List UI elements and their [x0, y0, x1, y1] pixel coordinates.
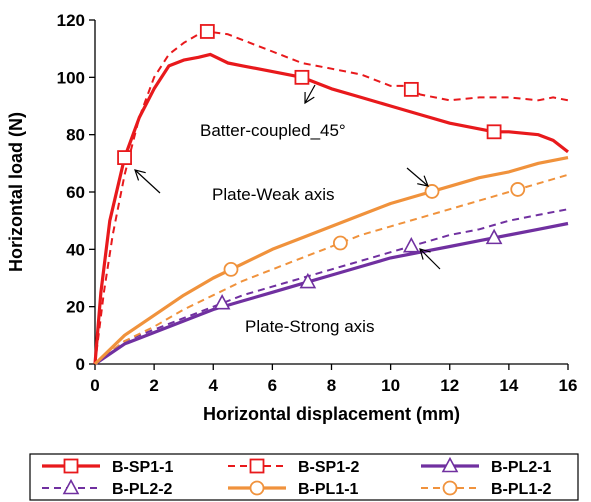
legend-swatch-marker	[442, 480, 458, 496]
series-line-b-pl1-2	[94, 173, 569, 365]
x-tick-label: 12	[440, 376, 459, 395]
legend-label: B-SP1-2	[298, 459, 359, 476]
x-tick-label: 2	[149, 376, 158, 395]
arrow-shaft	[304, 84, 316, 104]
series-line-b-pl2-1	[94, 221, 569, 366]
y-tick-label: 20	[66, 298, 85, 317]
legend-swatch-marker	[62, 478, 80, 495]
series-marker-b-pl2-2	[402, 236, 420, 253]
x-tick-label: 8	[327, 376, 336, 395]
legend-swatch-marker	[441, 456, 459, 473]
y-tick-label: 40	[66, 240, 85, 259]
series-marker-b-pl1-2	[510, 182, 526, 197]
series-marker-b-pl2-2	[213, 294, 231, 310]
legend-label: B-PL2-1	[491, 459, 552, 476]
annotation-plate-strong-axis: Plate-Strong axis	[245, 317, 374, 336]
x-tick-label: 6	[268, 376, 277, 395]
annotation-batter-coupled: Batter-coupled_45°	[200, 121, 346, 140]
legend-label: B-PL2-2	[112, 481, 173, 498]
annotation-arrow	[304, 84, 316, 105]
legend-item: B-PL2-1	[421, 456, 552, 476]
arrow-head	[134, 169, 146, 181]
x-tick-label: 16	[559, 376, 578, 395]
legend-swatch-marker	[63, 458, 79, 474]
annotation-plate-weak-axis: Plate-Weak axis	[212, 185, 335, 204]
x-tick-label: 0	[90, 376, 99, 395]
y-tick-label: 120	[57, 11, 85, 30]
arrow-head	[304, 91, 315, 105]
legend-item: B-PL2-2	[42, 478, 173, 498]
y-tick-label: 0	[76, 355, 85, 374]
series-marker-b-pl1-1	[223, 261, 239, 277]
legend: B-SP1-1 B-SP1-2 B-PL2-1 B-PL2-2 B-PL1-1 B-PL1…	[29, 453, 579, 501]
x-axis-label: Horizontal displacement (mm)	[203, 404, 460, 424]
series-layer	[93, 24, 569, 366]
series-marker-b-sp1-2	[199, 24, 215, 39]
x-tick-label: 4	[209, 376, 219, 395]
series-line-b-pl2-2	[94, 208, 569, 365]
series-marker-b-sp1-1	[117, 150, 132, 166]
legend-item: B-PL1-2	[421, 480, 552, 498]
y-tick-label: 60	[66, 183, 85, 202]
arrow-shaft	[419, 248, 441, 270]
series-line-b-pl1-1	[93, 156, 569, 366]
y-axis-label: Horizontal load (N)	[6, 112, 26, 272]
series-marker-b-sp1-2	[403, 81, 419, 97]
arrow-head	[417, 175, 429, 187]
axes: 0 20 40 60 80 100 120 0 2 4 6 8 10 12 14 16	[57, 11, 578, 395]
legend-swatch-marker	[249, 458, 265, 474]
y-tick-label: 100	[57, 68, 85, 87]
arrow-head	[419, 248, 431, 260]
series-marker-b-pl2-1	[299, 272, 317, 289]
series-line-b-sp1-2	[94, 30, 569, 365]
legend-item: B-SP1-2	[228, 458, 359, 476]
arrow-shaft	[406, 167, 429, 187]
x-tick-label: 10	[381, 376, 400, 395]
series-marker-b-sp1-1	[294, 69, 310, 85]
series-marker-b-pl2-1	[485, 228, 503, 245]
legend-label: B-SP1-1	[112, 459, 173, 476]
legend-item: B-SP1-1	[42, 458, 173, 476]
annotation-arrow	[419, 248, 441, 270]
series-marker-b-pl1-2	[332, 235, 348, 251]
arrow-shaft	[134, 169, 161, 194]
x-tick-label: 14	[499, 376, 518, 395]
series-marker-b-sp1-1	[486, 124, 502, 140]
annotation-layer: Batter-coupled_45° Plate-Weak axis Plate…	[134, 84, 441, 336]
legend-swatch-marker	[249, 480, 265, 496]
legend-item: B-PL1-1	[228, 480, 359, 498]
series-marker-b-pl1-1	[424, 184, 440, 199]
y-tick-label: 80	[66, 126, 85, 145]
legend-label: B-PL1-2	[491, 481, 552, 498]
annotation-arrow	[406, 167, 429, 187]
legend-label: B-PL1-1	[298, 481, 359, 498]
annotation-arrow	[134, 169, 161, 194]
legend-frame	[29, 453, 579, 501]
